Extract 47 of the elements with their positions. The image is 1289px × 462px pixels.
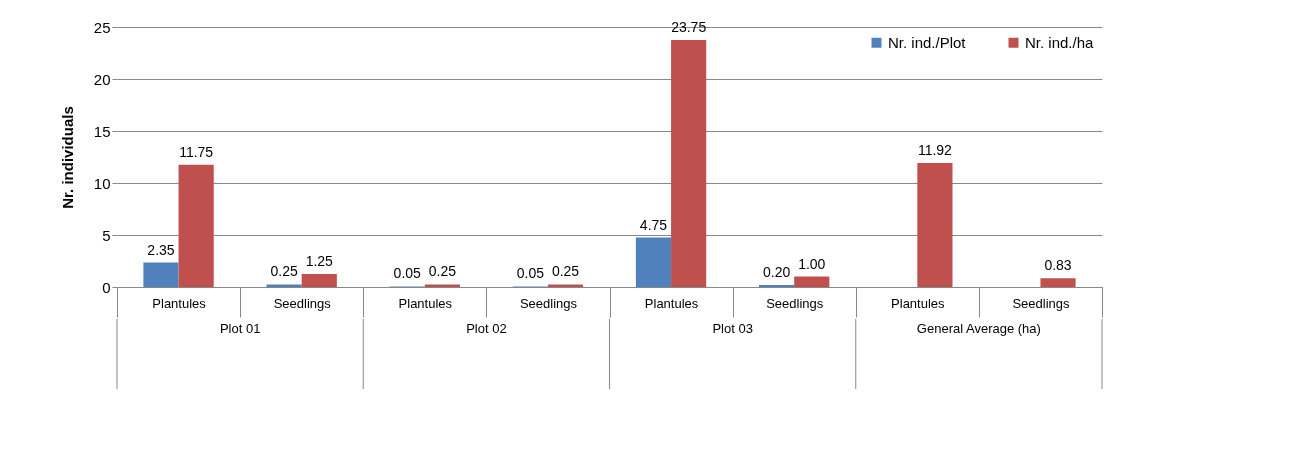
x-tick-label: Plantules: [152, 295, 207, 311]
y-tick-label: 20: [93, 70, 111, 88]
y-tick-label: 0: [102, 278, 111, 296]
bar: [759, 284, 795, 287]
data-label: 23.75: [671, 19, 707, 35]
data-label: 11.75: [179, 143, 214, 160]
x-tick-label: Seedlings: [1012, 295, 1070, 311]
data-label: 0.25: [551, 263, 580, 280]
x-tick-label: Plantules: [398, 295, 453, 311]
x-tick-label: Plantules: [891, 295, 946, 311]
x-tick-label: Seedlings: [766, 295, 824, 311]
bar: [547, 284, 584, 287]
text: General Average (ha): [916, 321, 1041, 336]
data-label: 0.20: [762, 263, 791, 280]
data-label: 11.92: [917, 142, 953, 159]
text: Plot 02: [466, 321, 507, 336]
text: Plot 03: [712, 321, 753, 336]
data-label: 0.05: [393, 265, 422, 282]
bar: [917, 163, 953, 287]
bar: [266, 284, 302, 287]
text: Plot 01: [219, 321, 261, 336]
y-tick-label: 25: [93, 18, 111, 36]
bar: [301, 274, 337, 287]
legend-label: Nr. ind./Plot: [888, 33, 967, 51]
legend-label: Nr. ind./ha: [1025, 33, 1095, 51]
data-label: 0.25: [428, 263, 457, 280]
bar: [424, 284, 460, 287]
y-tick-label: 15: [93, 122, 111, 140]
bar: [635, 237, 672, 287]
x-tick-label: Plantules: [644, 295, 699, 311]
bar: [1040, 278, 1076, 287]
y-tick-label: 5: [102, 226, 111, 244]
bar: [178, 164, 214, 287]
data-label: 0.05: [516, 265, 545, 282]
data-label: 1.00: [798, 255, 826, 272]
bar: [794, 276, 830, 287]
bar: [143, 262, 179, 287]
data-label: 1.25: [305, 253, 334, 269]
data-label: 2.35: [147, 241, 175, 258]
y-tick-label: 10: [93, 174, 111, 192]
x-tick-label: Seedlings: [519, 295, 578, 311]
bar: [671, 40, 707, 287]
x-tick-label: Seedlings: [273, 295, 332, 311]
data-label: 0.83: [1044, 257, 1072, 274]
y-axis-title: Nr. individuals: [58, 106, 76, 209]
data-label: 0.25: [270, 263, 298, 280]
data-label: 4.75: [639, 216, 668, 233]
